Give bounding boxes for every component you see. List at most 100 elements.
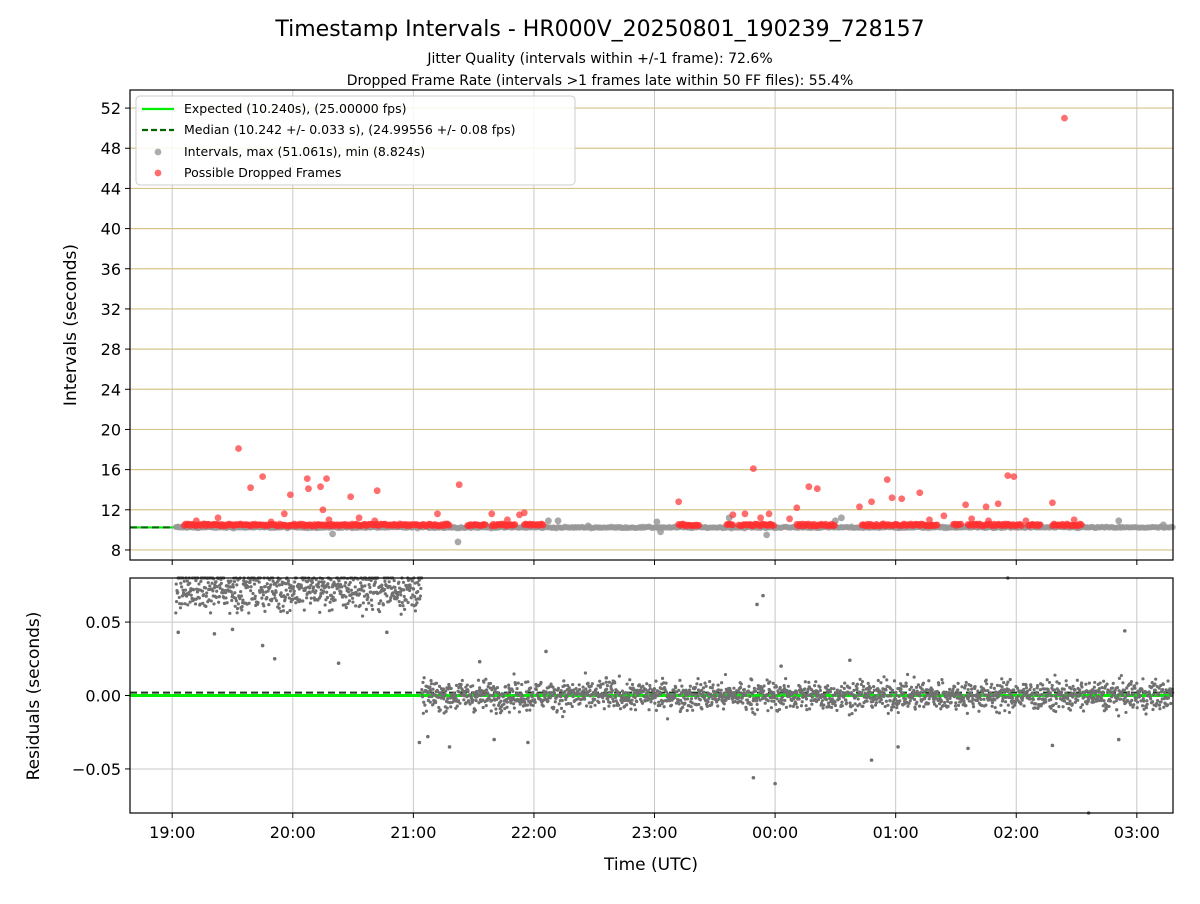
residual-point (1051, 684, 1054, 687)
residual-point (1024, 683, 1027, 686)
residual-outlier-point (761, 594, 765, 598)
residual-point (1119, 698, 1122, 701)
residual-point (374, 581, 377, 584)
residual-point (578, 702, 581, 705)
residual-point (767, 699, 770, 702)
dropped-frame-point (482, 521, 489, 528)
residual-point (723, 702, 726, 705)
residual-point (904, 681, 907, 684)
residual-point (254, 595, 257, 598)
residual-point (458, 690, 461, 693)
residual-point (1055, 702, 1058, 705)
residual-point (1069, 708, 1072, 711)
residual-point (588, 701, 591, 704)
residual-point (326, 582, 329, 585)
residual-point (553, 692, 556, 695)
residual-point (1115, 708, 1118, 711)
residual-point (781, 695, 784, 698)
residual-point (956, 688, 959, 691)
dropped-frame-outlier-point (521, 509, 528, 516)
residual-point (1100, 686, 1103, 689)
residual-point (589, 705, 592, 708)
residual-point (224, 596, 227, 599)
residual-point (1031, 691, 1034, 694)
residual-point (1017, 695, 1020, 698)
residual-point (411, 579, 414, 582)
residual-point (314, 589, 317, 592)
residual-point (1105, 707, 1108, 710)
residual-point (890, 708, 893, 711)
residual-point (989, 686, 992, 689)
residual-point (260, 597, 263, 600)
residual-point (1004, 700, 1007, 703)
residual-point (528, 708, 531, 711)
residual-point (416, 590, 419, 593)
residual-point (689, 685, 692, 688)
residual-point (691, 709, 694, 712)
residual-point (1032, 698, 1035, 701)
residual-point (324, 603, 327, 606)
residual-point (979, 694, 982, 697)
residual-point (957, 682, 960, 685)
residual-point (361, 586, 364, 589)
residual-point (446, 697, 449, 700)
residual-point (1101, 693, 1104, 696)
residual-point (529, 686, 532, 689)
residual-point (902, 692, 905, 695)
residual-point (1154, 678, 1157, 681)
x-tick-label: 23:00 (631, 823, 677, 842)
residual-point (359, 604, 362, 607)
residual-point (1167, 696, 1170, 699)
residual-point (830, 706, 833, 709)
residual-point (659, 692, 662, 695)
residual-outlier-point (755, 603, 759, 607)
residual-point (1039, 688, 1042, 691)
residual-point (233, 580, 236, 583)
residual-point (506, 692, 509, 695)
residual-point (1093, 686, 1096, 689)
residual-point (241, 599, 244, 602)
x-tick-label: 00:00 (752, 823, 798, 842)
residual-point (1169, 702, 1172, 705)
residual-point (292, 585, 295, 588)
residual-point (531, 695, 534, 698)
residual-point (285, 588, 288, 591)
residual-point (852, 682, 855, 685)
residual-outlier-point (478, 660, 482, 664)
residual-point (889, 699, 892, 702)
residual-point (558, 702, 561, 705)
residual-point (287, 579, 290, 582)
residual-point (204, 586, 207, 589)
residual-point (614, 696, 617, 699)
residual-point (611, 689, 614, 692)
residual-point (734, 693, 737, 696)
residual-point (999, 704, 1002, 707)
x-tick-label: 21:00 (390, 823, 436, 842)
residual-point (1041, 683, 1044, 686)
dropped-frame-outlier-point (868, 498, 875, 505)
residual-point (618, 675, 621, 678)
residual-point (350, 589, 353, 592)
residual-point (598, 680, 601, 683)
residual-point (1124, 696, 1127, 699)
residual-point (1007, 704, 1010, 707)
x-tick-label: 02:00 (993, 823, 1039, 842)
dropped-frame-outlier-point (814, 485, 821, 492)
residual-point (991, 701, 994, 704)
residual-point (686, 697, 689, 700)
residual-point (1135, 682, 1138, 685)
residual-point (309, 602, 312, 605)
residual-point (1141, 677, 1144, 680)
residual-point (843, 693, 846, 696)
residual-point (943, 701, 946, 704)
residual-point (499, 700, 502, 703)
residual-point (264, 585, 267, 588)
residual-point (927, 679, 930, 682)
residual-point (471, 684, 474, 687)
residual-point (782, 702, 785, 705)
residual-point (805, 697, 808, 700)
residual-point (214, 580, 217, 583)
top-y-tick-label: 32 (101, 300, 121, 319)
dropped-frame-outlier-point (504, 516, 511, 523)
residual-point (230, 599, 233, 602)
